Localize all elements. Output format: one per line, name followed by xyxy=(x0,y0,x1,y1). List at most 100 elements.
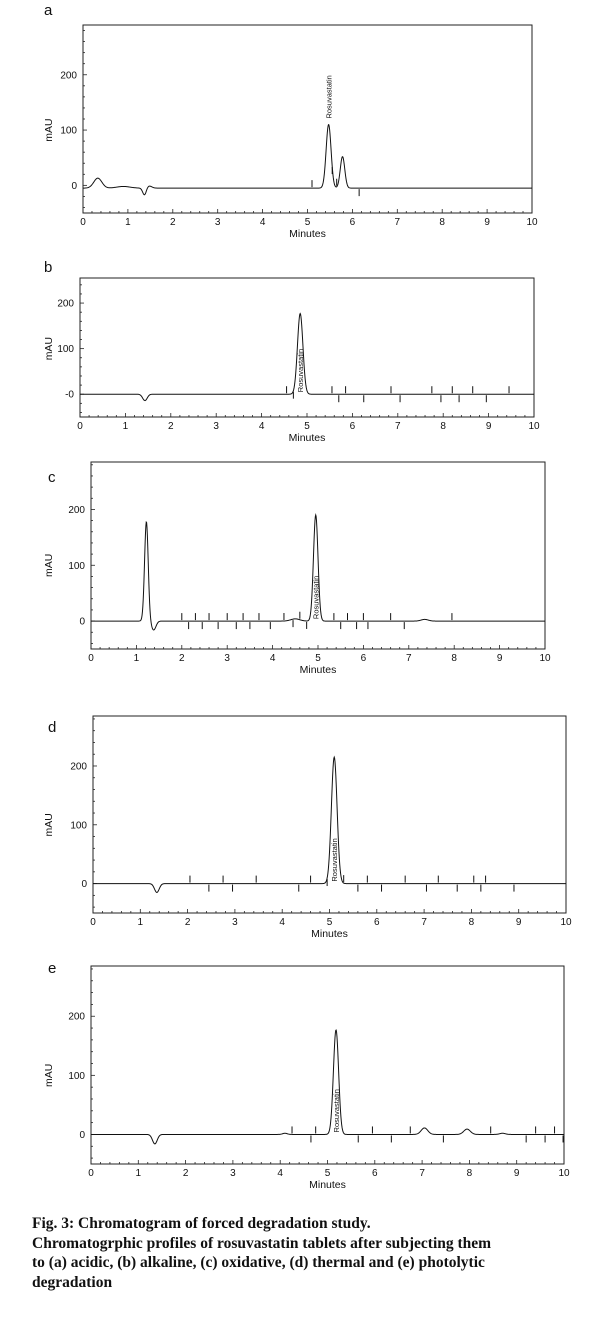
x-tick-label: 7 xyxy=(395,217,401,228)
chromatogram-trace xyxy=(91,1029,564,1145)
x-tick-label: 5 xyxy=(325,1168,331,1179)
x-tick-label: 0 xyxy=(90,917,96,928)
y-tick-label: 100 xyxy=(68,1071,85,1082)
x-tick-label: 4 xyxy=(277,1168,283,1179)
x-tick-label: 9 xyxy=(516,917,522,928)
caption-line: Chromatogrphic profiles of rosuvastatin … xyxy=(32,1234,492,1252)
x-tick-label: 3 xyxy=(215,217,221,228)
x-tick-label: 8 xyxy=(440,421,446,432)
x-tick-label: 9 xyxy=(514,1168,520,1179)
y-axis-title: mAU xyxy=(43,554,55,577)
x-tick-label: 8 xyxy=(451,653,457,664)
panel-label: b xyxy=(44,259,52,276)
y-tick-label: 200 xyxy=(57,299,74,310)
x-tick-label: 4 xyxy=(270,653,276,664)
x-tick-label: 1 xyxy=(125,217,131,228)
chart-panel-e: e 0 1 2 3 4 5 6 7 8 9 10 0 100 200 Minutes mAU Rosuvastat… xyxy=(0,948,600,1194)
x-tick-label: 7 xyxy=(419,1168,425,1179)
x-tick-label: 1 xyxy=(123,421,129,432)
x-axis-title: Minutes xyxy=(300,664,337,676)
panel-label: a xyxy=(44,2,53,19)
chart-svg: c0 1 2 3 4 5 6 7 8 9 100100200MinutesmAURosuvastat… xyxy=(43,461,551,676)
x-tick-label: 6 xyxy=(372,1168,378,1179)
chart-panel-c: c 0 1 2 3 4 5 6 7 8 9 10 0 100 200 Minutes mAU Rosuvastat… xyxy=(0,460,600,679)
y-tick-label: 100 xyxy=(68,561,85,572)
x-tick-label: 10 xyxy=(539,653,551,664)
y-tick-label: 0 xyxy=(79,1130,85,1141)
caption-title: Fig. 3: Chromatogram of forced degradati… xyxy=(32,1215,371,1232)
y-tick-label: 0 xyxy=(81,879,87,890)
x-tick-label: 2 xyxy=(170,217,176,228)
y-tick-label: 0 xyxy=(71,181,77,192)
peak-annotation: Rosuvastatin xyxy=(312,576,321,619)
peak-annotation: Rosuvastatin xyxy=(330,838,339,881)
x-tick-label: 2 xyxy=(168,421,174,432)
chromatogram-trace xyxy=(82,123,532,196)
y-tick-label: 200 xyxy=(70,761,87,772)
x-tick-label: 6 xyxy=(350,217,356,228)
y-axis-title: mAU xyxy=(43,1064,55,1087)
panel-label: d xyxy=(48,719,56,736)
y-axis-title: mAU xyxy=(43,813,55,836)
chromatogram-trace xyxy=(80,312,534,402)
x-tick-label: 2 xyxy=(179,653,185,664)
y-tick-label: 100 xyxy=(57,344,74,355)
x-tick-label: 3 xyxy=(224,653,230,664)
caption-line: degradation xyxy=(32,1273,113,1291)
plot-frame xyxy=(82,24,533,214)
x-tick-label: 0 xyxy=(88,1168,94,1179)
y-axis-title: mAU xyxy=(43,118,55,141)
x-tick-label: 7 xyxy=(406,653,412,664)
y-tick-label: 200 xyxy=(60,70,77,81)
x-tick-label: 9 xyxy=(497,653,503,664)
chromatogram-trace xyxy=(91,513,545,631)
chart-panel-d: d 0 1 2 3 4 5 6 7 8 9 10 0 100 200 Minutes mAU Rosuvastat… xyxy=(0,700,600,943)
x-tick-label: 10 xyxy=(558,1168,570,1179)
x-tick-label: 5 xyxy=(304,421,310,432)
peak-annotation: Rosuvastatin xyxy=(332,1089,341,1132)
y-tick-label: 0 xyxy=(79,617,85,628)
x-axis-title: Minutes xyxy=(309,1179,346,1191)
caption-line: to (a) acidic, (b) alkaline, (c) oxidati… xyxy=(32,1254,485,1271)
x-tick-label: 1 xyxy=(136,1168,142,1179)
y-tick-label: 100 xyxy=(60,126,77,137)
x-tick-label: 0 xyxy=(88,653,94,664)
x-axis-title: Minutes xyxy=(289,432,326,444)
x-tick-label: 10 xyxy=(560,917,572,928)
chart-svg: b 0 1 2 3 4 5 6 7 8 9 10 -0 100 200 Minutes mAU Rosuvasta… xyxy=(43,259,540,444)
chart-panel-a: a 0 1 2 3 4 5 6 7 8 9 10 0 100 200 Minutes mAU Rosuvastat… xyxy=(0,0,600,243)
panel-label: e xyxy=(48,960,56,977)
x-axis-title: Minutes xyxy=(311,928,348,940)
x-tick-label: 10 xyxy=(526,217,538,228)
y-tick-label: 200 xyxy=(68,1012,85,1023)
x-tick-label: 5 xyxy=(327,917,333,928)
peak-annotation: Rosuvastatin xyxy=(296,349,305,392)
panel-label: c xyxy=(48,469,56,486)
x-tick-label: 9 xyxy=(486,421,492,432)
x-tick-label: 4 xyxy=(279,917,285,928)
x-axis-title: Minutes xyxy=(289,228,326,240)
x-tick-label: 3 xyxy=(230,1168,236,1179)
chart-panel-b: b 0 1 2 3 4 5 6 7 8 9 10 -0 100 200 Minutes mAU Rosuvasta… xyxy=(0,255,600,447)
x-tick-label: 8 xyxy=(469,917,475,928)
chromatogram-trace xyxy=(93,755,566,893)
x-tick-label: 4 xyxy=(259,421,265,432)
x-tick-label: 0 xyxy=(77,421,83,432)
chart-svg: a0 1 2 3 4 5 6 7 8 9 100100200MinutesmAURosuvastat… xyxy=(43,2,538,240)
x-tick-label: 8 xyxy=(439,217,445,228)
peak-annotation: Rosuvastatin xyxy=(325,75,334,118)
x-tick-label: 2 xyxy=(183,1168,189,1179)
x-tick-label: 1 xyxy=(134,653,140,664)
x-tick-label: 1 xyxy=(138,917,144,928)
x-tick-label: 4 xyxy=(260,217,266,228)
y-axis-title: mAU xyxy=(43,337,55,360)
x-tick-label: 3 xyxy=(232,917,238,928)
x-tick-label: 3 xyxy=(213,421,219,432)
x-tick-label: 8 xyxy=(467,1168,473,1179)
x-tick-label: 0 xyxy=(80,217,86,228)
x-tick-label: 10 xyxy=(528,421,540,432)
x-tick-label: 9 xyxy=(484,217,490,228)
y-tick-label: 200 xyxy=(68,505,85,516)
x-tick-label: 6 xyxy=(361,653,367,664)
y-tick-label: 100 xyxy=(70,820,87,831)
